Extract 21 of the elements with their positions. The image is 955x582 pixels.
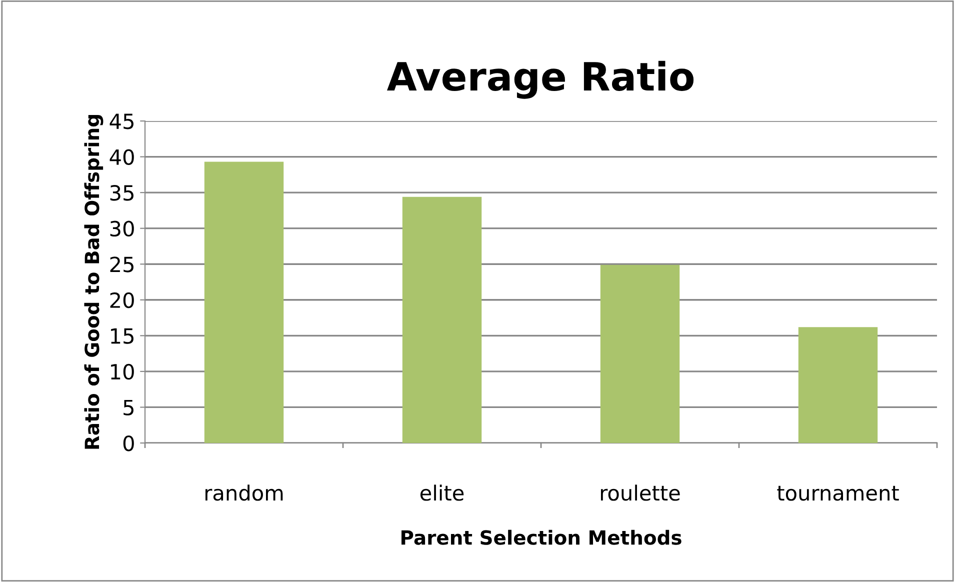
y-tick-label: 20 — [110, 292, 134, 308]
y-tick-label: 40 — [110, 149, 134, 165]
x-tick-label: tournament — [777, 486, 899, 501]
chart-title: Average Ratio — [386, 60, 694, 99]
y-tick-label: 15 — [111, 328, 134, 344]
x-tick-label: roulette — [600, 484, 680, 501]
y-tick-label: 35 — [110, 185, 134, 201]
bar — [798, 327, 878, 443]
x-tick-label: random — [205, 484, 283, 501]
bar — [600, 264, 680, 443]
y-tick-label: 25 — [110, 256, 134, 272]
y-tick-label: 45 — [110, 114, 134, 130]
bar — [402, 196, 482, 443]
y-axis-title: Ratio of Good to Bad Offspring — [84, 115, 104, 449]
bar — [204, 162, 284, 443]
y-tick-label: 5 — [124, 400, 134, 416]
y-tick-label: 0 — [123, 435, 134, 452]
x-tick-label: elite — [420, 484, 464, 501]
y-tick-label: 30 — [110, 220, 134, 237]
y-tick-label: 10 — [111, 364, 134, 380]
x-axis-title: Parent Selection Methods — [402, 530, 682, 545]
